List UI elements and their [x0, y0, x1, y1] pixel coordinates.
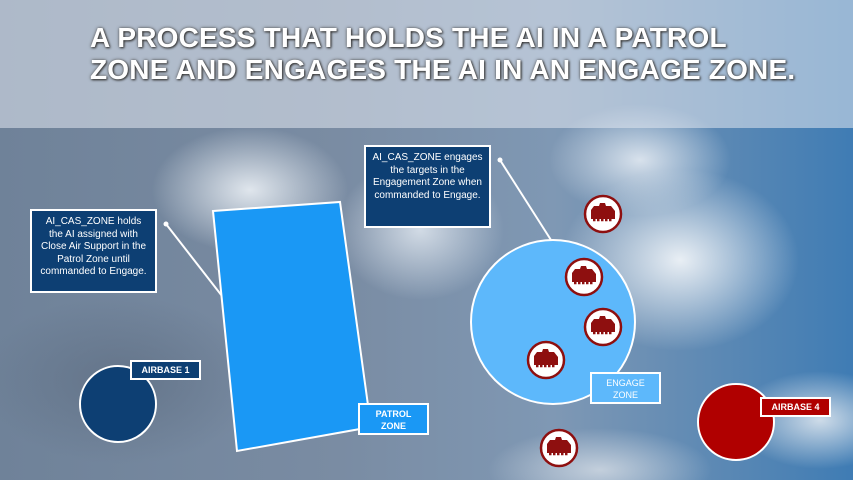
airbase-1-label: AIRBASE 1 [130, 360, 201, 380]
airbase-1 [79, 365, 157, 443]
tank-icon [583, 307, 623, 347]
airbase-4-label: AIRBASE 4 [760, 397, 831, 417]
tank-icon [583, 194, 623, 234]
title-banner [0, 0, 853, 128]
connector-dot [497, 157, 503, 163]
engage-callout: AI_CAS_ZONE engages the targets in the E… [364, 145, 491, 228]
patrol-callout: AI_CAS_ZONE holds the AI assigned with C… [30, 209, 157, 293]
tank-icon [526, 340, 566, 380]
connector-dot [163, 221, 169, 227]
tank-icon [564, 257, 604, 297]
tank-icon [539, 428, 579, 468]
patrol-zone-label: PATROL ZONE [358, 403, 429, 435]
patrol-connector [165, 223, 223, 297]
engage-connector [499, 159, 552, 241]
engage-zone-label: ENGAGE ZONE [590, 372, 661, 404]
patrol-zone [211, 200, 373, 453]
airbase-4 [697, 383, 775, 461]
slide-title: A PROCESS THAT HOLDS THE AI IN A PATROL … [90, 22, 796, 85]
